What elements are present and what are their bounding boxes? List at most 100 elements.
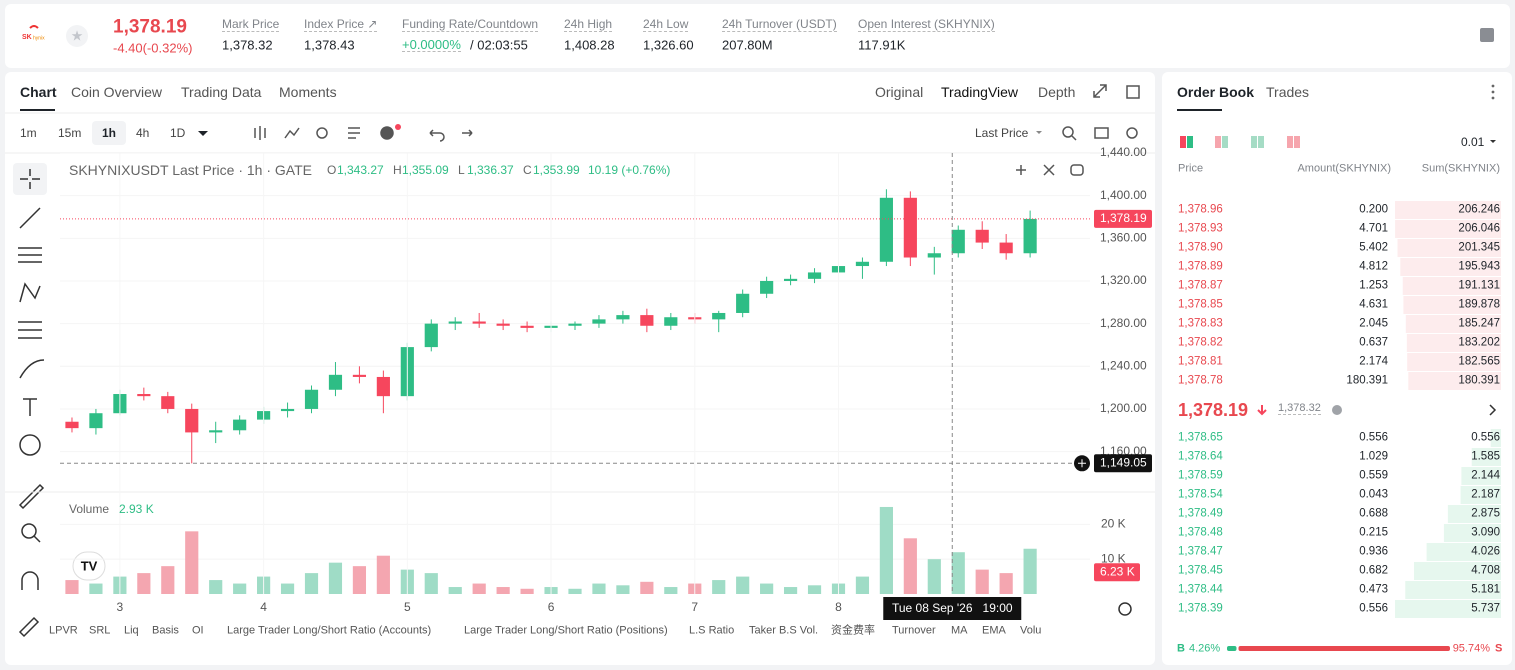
volume-tick-label: 20 K <box>1101 517 1126 531</box>
book-price: 1,378.54 <box>1178 488 1223 501</box>
book-sum: 0.556 <box>1471 431 1500 444</box>
book-price: 1,378.47 <box>1178 545 1223 558</box>
chart-tab[interactable]: Chart <box>20 84 57 100</box>
volume-bar <box>376 555 390 594</box>
candle-body <box>640 315 654 326</box>
view-tab[interactable]: Depth <box>1038 84 1076 100</box>
crosshair-price-box <box>1094 454 1152 473</box>
candle-body <box>807 272 822 279</box>
volume-bar <box>280 583 295 594</box>
book-price: 1,378.44 <box>1178 583 1223 596</box>
indicator-tab[interactable]: Large Trader Long/Short Ratio (Positions… <box>464 624 668 637</box>
candle-body <box>760 280 774 294</box>
indicator-tab[interactable]: Taker B.S Vol. <box>749 624 819 637</box>
stat-label: 24h Low <box>643 17 689 32</box>
indicator-tab[interactable]: Basis <box>152 624 179 637</box>
x-tick-label: 8 <box>835 600 842 614</box>
volume-bar <box>448 587 462 594</box>
volume-bar <box>328 562 343 594</box>
depth-bar <box>1395 600 1501 618</box>
volume-bar <box>616 585 630 594</box>
y-tick-label: 1,240.00 <box>1100 358 1147 372</box>
indicator-tab[interactable]: 资金费率 <box>831 624 875 637</box>
chart-tab[interactable]: Trading Data <box>181 84 262 100</box>
indicator-tab[interactable]: Turnover <box>892 624 936 637</box>
indicator-tab[interactable]: Volu <box>1020 624 1042 637</box>
countdown: / 02:03:55 <box>470 37 528 53</box>
indicator-tab[interactable]: Large Trader Long/Short Ratio (Accounts) <box>227 624 432 637</box>
candle-body <box>951 229 965 254</box>
book-sum: 182.565 <box>1458 355 1500 368</box>
book-sum: 2.875 <box>1471 507 1500 520</box>
depth-bar <box>1443 524 1501 542</box>
precision[interactable]: 0.01 <box>1461 135 1485 149</box>
chart-tab[interactable]: Moments <box>279 84 337 100</box>
depth-bar <box>1402 277 1501 295</box>
book-price: 1,378.89 <box>1178 260 1223 273</box>
stat-label: 24h Turnover (USDT) <box>722 17 837 32</box>
view-tab[interactable]: TradingView <box>941 84 1019 100</box>
toolbar-icons <box>254 84 1140 176</box>
info-icon[interactable] <box>1480 28 1494 42</box>
book-amount: 4.701 <box>1359 222 1388 235</box>
interval[interactable]: 1h <box>102 126 117 140</box>
favorite-star[interactable] <box>66 25 88 47</box>
view-tab[interactable]: Original <box>875 84 924 100</box>
volume-bar <box>712 580 726 594</box>
indicator-tab[interactable]: EMA <box>982 624 1006 637</box>
volume-tick-label: 10 K <box>1101 551 1126 565</box>
candle-body <box>89 413 103 429</box>
candle-body <box>65 421 79 429</box>
indicator-tab[interactable]: MA <box>951 624 968 637</box>
book-sum: 206.046 <box>1458 222 1500 235</box>
volume-value: 2.93 K <box>119 502 154 516</box>
book-price: 1,378.87 <box>1178 279 1223 292</box>
last-price-label: 1,378.19 <box>1100 211 1147 225</box>
y-tick-label: 1,280.00 <box>1100 316 1147 330</box>
indicator-tab[interactable]: LPVR <box>49 624 78 637</box>
book-price: 1,378.45 <box>1178 564 1223 577</box>
chart-tab[interactable]: Coin Overview <box>71 84 163 100</box>
x-tick-label: 5 <box>404 600 411 614</box>
active-interval <box>92 121 126 145</box>
book-amount: 0.682 <box>1359 564 1388 577</box>
volume-bar <box>664 587 678 594</box>
book-amount: 2.045 <box>1359 317 1388 330</box>
candle-body <box>975 229 989 243</box>
legend-value: O <box>327 163 337 177</box>
mid-price: 1,378.19 <box>1178 400 1249 420</box>
book-sum: 2.144 <box>1471 469 1500 482</box>
book-amount: 4.812 <box>1359 260 1388 273</box>
candle-body <box>855 261 870 267</box>
price-type[interactable]: Last Price <box>975 126 1029 140</box>
candle-body <box>161 396 175 409</box>
volume-bar <box>879 506 893 594</box>
volume-bar <box>951 552 965 594</box>
indicator-tab[interactable]: OI <box>192 624 204 637</box>
book-price: 1,378.48 <box>1178 526 1223 539</box>
interval[interactable]: 1m <box>20 126 37 140</box>
more-icon[interactable] <box>1491 84 1495 100</box>
interval[interactable]: 4h <box>136 126 150 140</box>
candle-body <box>137 394 151 397</box>
book-sum: 191.131 <box>1458 279 1500 292</box>
interval[interactable]: 15m <box>58 126 82 140</box>
depth-bar <box>1471 448 1501 466</box>
book-sum: 5.181 <box>1471 583 1500 596</box>
book-sum: 1.585 <box>1471 450 1500 463</box>
indicator-tab[interactable]: Liq <box>124 624 139 637</box>
candle-body <box>233 419 247 431</box>
dropdown-arrow <box>198 131 208 136</box>
indicator-tab[interactable]: L.S Ratio <box>689 624 735 637</box>
book-sum: 180.391 <box>1458 374 1500 387</box>
add-alert-plus <box>1078 459 1086 468</box>
buy-label: B <box>1177 642 1185 655</box>
indicator-tab[interactable]: SRL <box>89 624 111 637</box>
chevron[interactable] <box>1489 404 1497 416</box>
volume-bar <box>424 573 438 594</box>
book-tab[interactable]: Order Book <box>1177 84 1255 100</box>
volume-bar <box>855 576 870 594</box>
interval[interactable]: 1D <box>170 126 186 140</box>
stat-value: 1,408.28 <box>564 37 615 53</box>
book-tab[interactable]: Trades <box>1266 84 1310 100</box>
